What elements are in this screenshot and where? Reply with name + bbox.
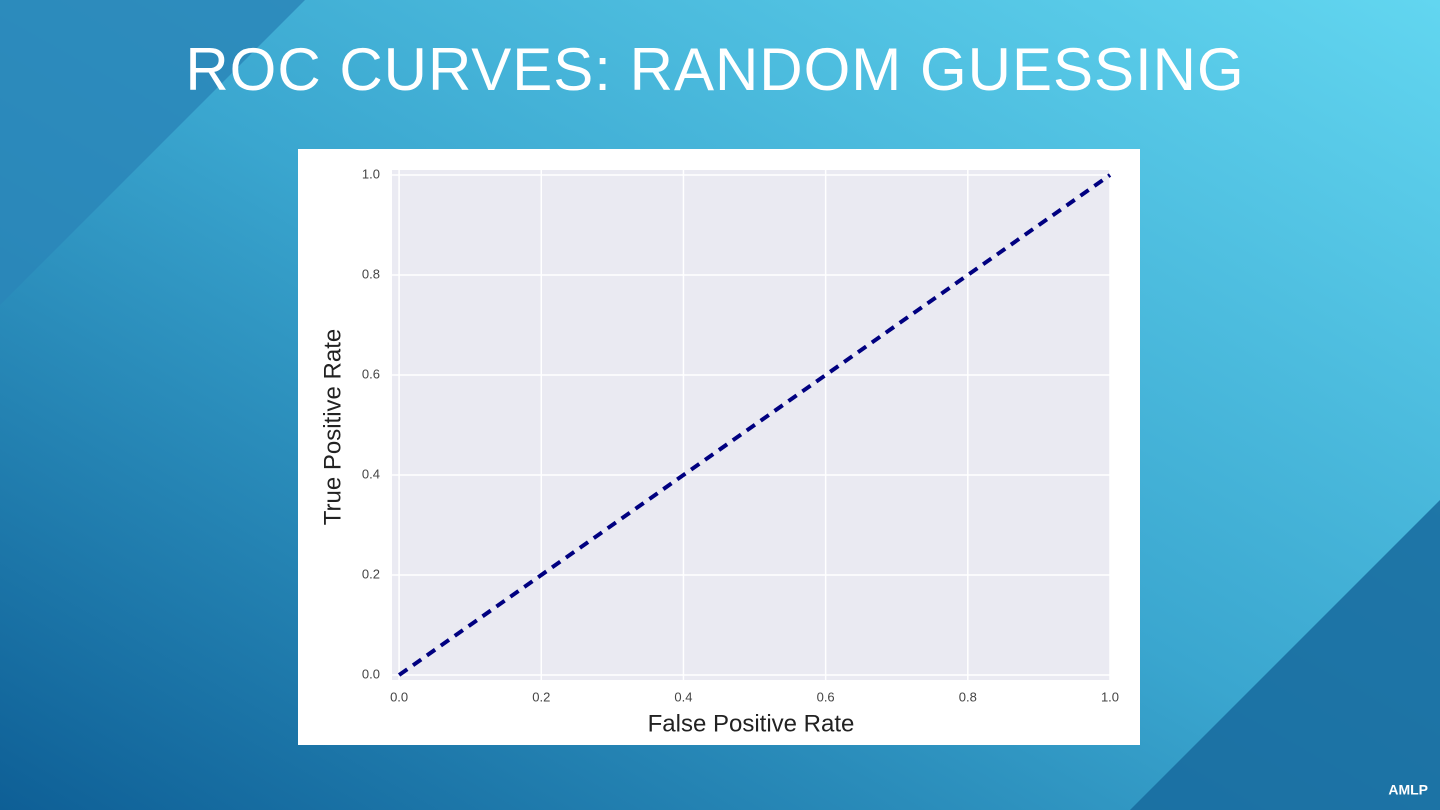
x-tick-label: 0.4 (674, 689, 692, 704)
slide-title: ROC CURVES: RANDOM GUESSING (185, 36, 1244, 103)
y-tick-label: 1.0 (362, 166, 380, 181)
y-tick-label: 0.2 (362, 566, 380, 581)
y-tick-label: 0.0 (362, 666, 380, 681)
corner-shape (0, 0, 305, 305)
x-tick-label: 0.8 (959, 689, 977, 704)
y-axis-label: True Positive Rate (319, 329, 346, 526)
y-tick-label: 0.8 (362, 266, 380, 281)
x-tick-label: 0.2 (532, 689, 550, 704)
y-tick-label: 0.4 (362, 466, 380, 481)
x-tick-label: 0.0 (390, 689, 408, 704)
x-tick-label: 1.0 (1101, 689, 1119, 704)
line-series (397, 173, 1112, 677)
y-tick-label: 0.6 (362, 366, 380, 381)
x-tick-label: 0.6 (817, 689, 835, 704)
corner-shape (1130, 500, 1440, 810)
x-axis-label: False Positive Rate (648, 710, 855, 737)
footer: AMLP (1388, 782, 1428, 798)
